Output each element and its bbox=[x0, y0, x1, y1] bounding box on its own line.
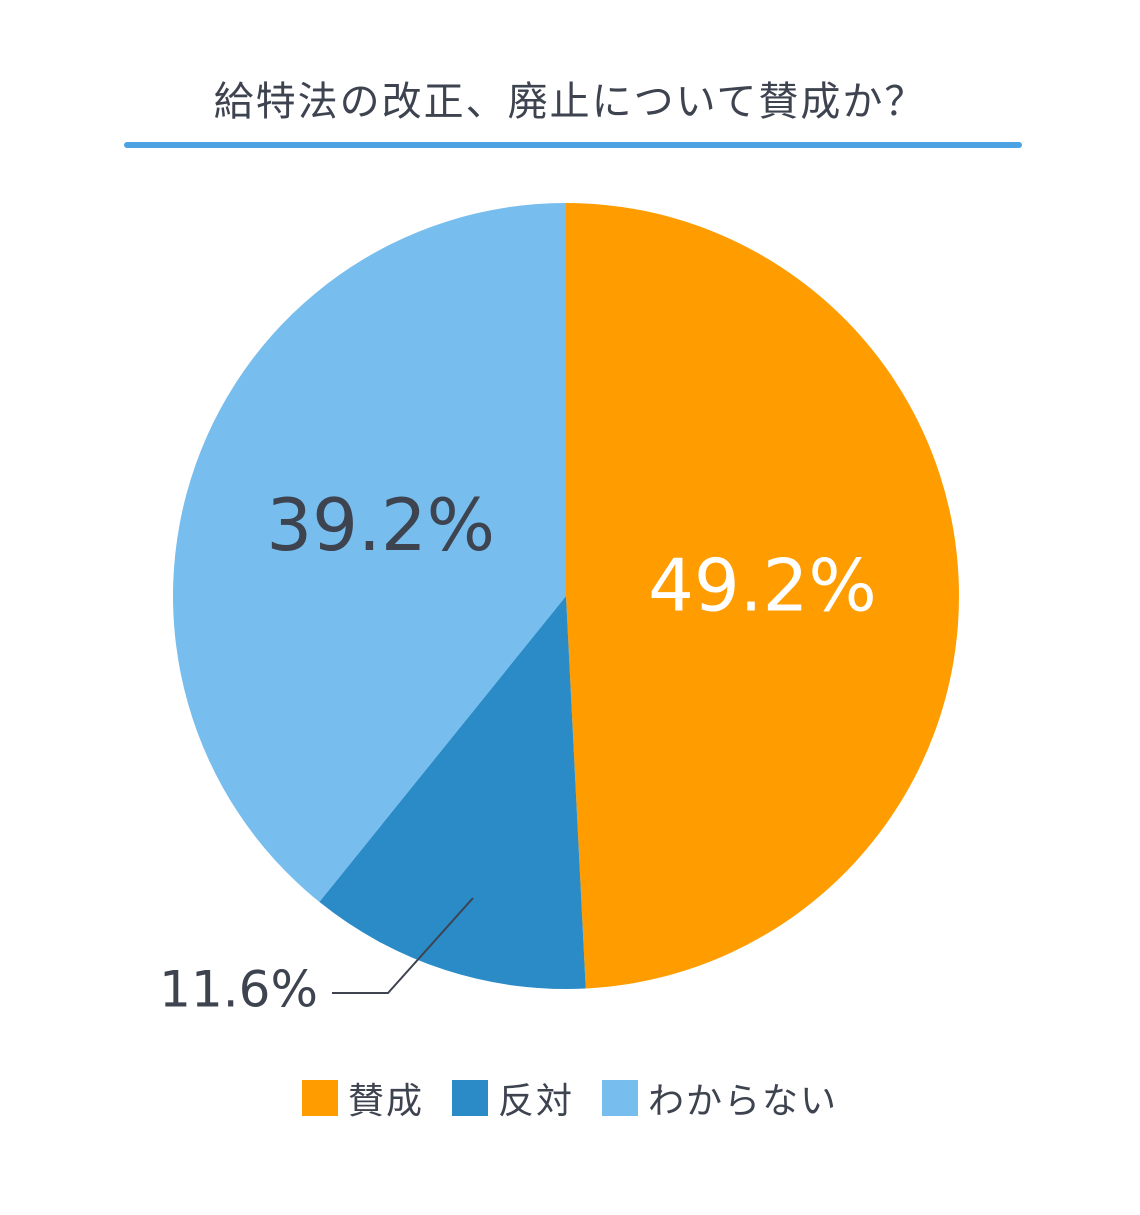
label-oppose: 11.6% bbox=[159, 961, 318, 1019]
slice-approve bbox=[566, 203, 959, 989]
legend: 賛成 反対 わからない bbox=[0, 1072, 1140, 1124]
legend-swatch-oppose bbox=[451, 1080, 488, 1116]
legend-item-oppose: 反対 bbox=[451, 1072, 574, 1124]
legend-swatch-unknown bbox=[602, 1080, 638, 1116]
legend-item-unknown: わからない bbox=[602, 1072, 838, 1124]
slice-oppose bbox=[319, 596, 586, 989]
leader-lines bbox=[332, 897, 474, 994]
slice-unknown bbox=[173, 203, 566, 902]
title-underline bbox=[124, 142, 1022, 148]
leader-line-oppose bbox=[332, 897, 474, 994]
slice-labels: 49.2% 11.6% 39.2% bbox=[159, 483, 877, 1018]
legend-label-unknown: わからない bbox=[648, 1081, 839, 1122]
legend-item-approve: 賛成 bbox=[301, 1072, 424, 1124]
legend-label-approve: 賛成 bbox=[347, 1081, 424, 1122]
label-approve: 49.2% bbox=[648, 544, 877, 628]
chart-title: 給特法の改正、廃止について賛成か？ bbox=[213, 79, 927, 125]
pie-slices bbox=[173, 203, 959, 989]
label-unknown: 39.2% bbox=[266, 483, 495, 567]
legend-label-oppose: 反対 bbox=[497, 1081, 574, 1122]
legend-swatch-approve bbox=[301, 1080, 338, 1116]
